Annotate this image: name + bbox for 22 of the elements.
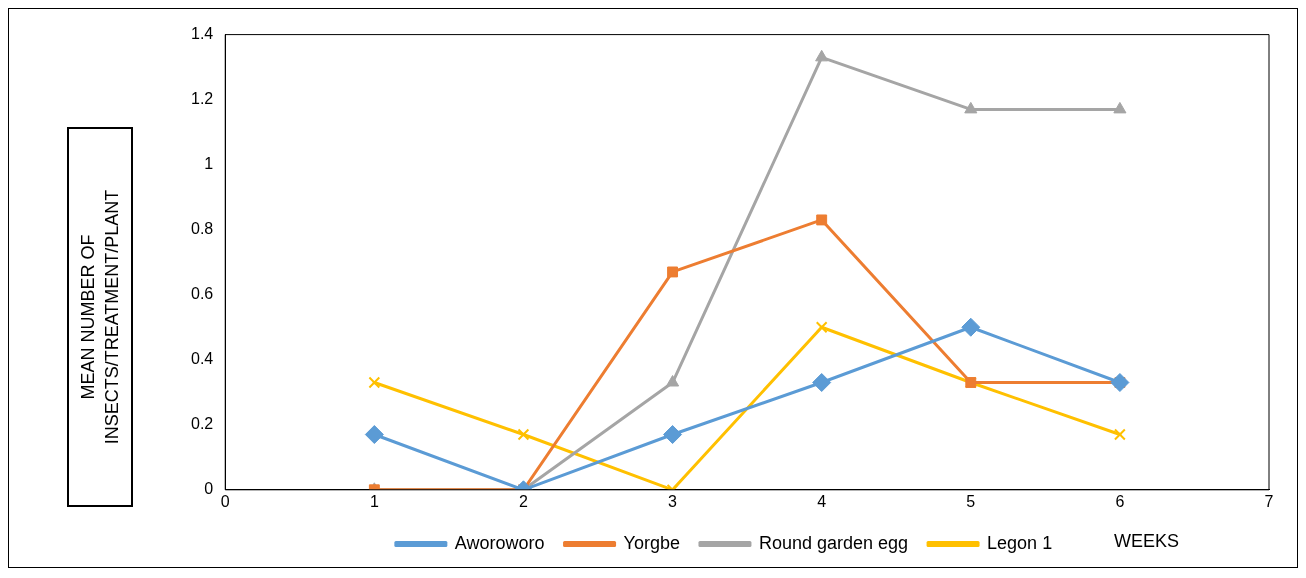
y-tick-label: 0.6: [190, 285, 214, 303]
legend-label: Aworoworo: [454, 532, 545, 553]
x-axis-title: WEEKS: [1114, 531, 1180, 552]
y-tick-label: 0: [204, 480, 214, 498]
y-tick-label: 0.8: [190, 220, 214, 238]
y-tick-label: 1: [204, 155, 214, 173]
x-tick-label: 5: [966, 492, 976, 510]
x-tick-label: 1: [369, 492, 379, 510]
x-tick-label: 0: [220, 492, 230, 510]
x-tick-label: 3: [668, 492, 678, 510]
legend-label: Legon 1: [987, 532, 1053, 553]
y-tick-label: 1.2: [190, 90, 214, 108]
x-tick-label: 7: [1264, 492, 1274, 510]
y-tick-label: 0.2: [190, 415, 214, 433]
x-tick-label: 2: [519, 492, 529, 510]
y-axis-title: MEAN NUMBER OF INSECTS/TREATMENT/PLANT: [77, 188, 123, 447]
legend-label: Round garden egg: [758, 532, 909, 553]
y-tick-label: 1.4: [190, 25, 214, 43]
x-tick-label: 6: [1115, 492, 1125, 510]
legend-label: Yorgbe: [623, 532, 680, 553]
y-tick-label: 0.4: [190, 350, 214, 368]
x-tick-label: 4: [817, 492, 827, 510]
